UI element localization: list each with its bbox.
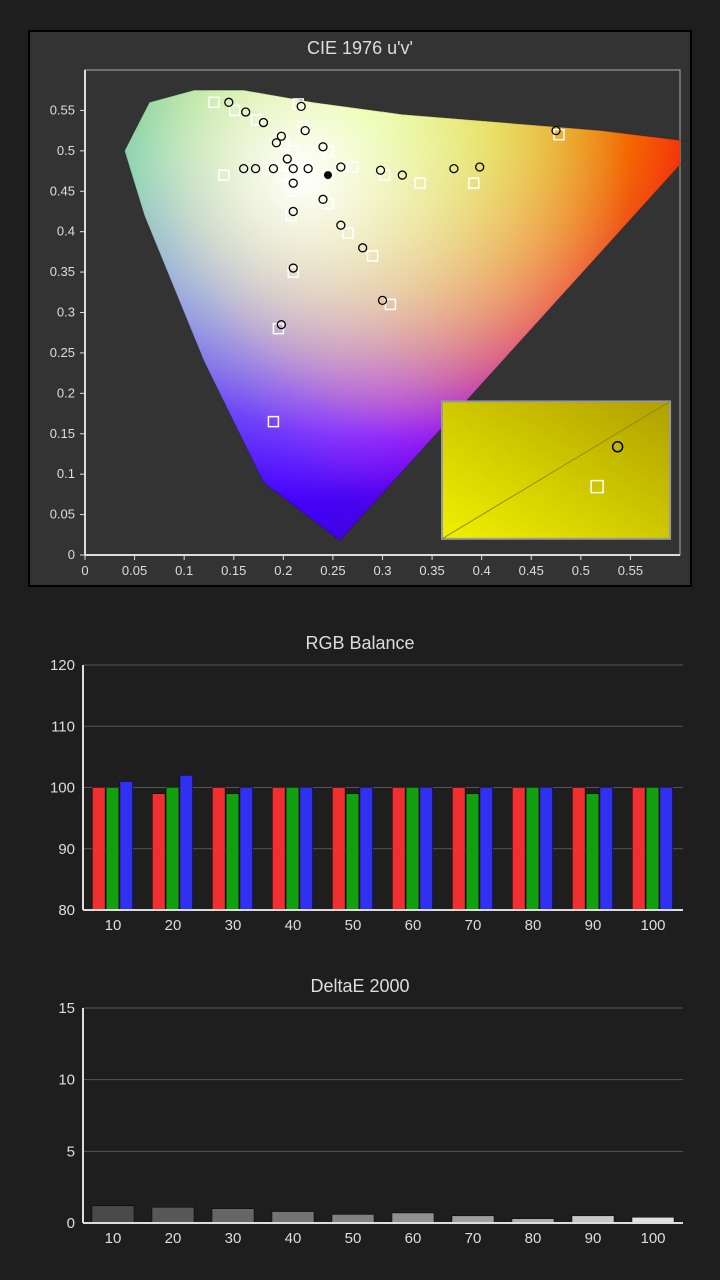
svg-text:70: 70 bbox=[465, 917, 482, 934]
svg-text:0.35: 0.35 bbox=[50, 264, 75, 279]
svg-text:0.05: 0.05 bbox=[50, 507, 75, 522]
svg-text:100: 100 bbox=[640, 1230, 665, 1247]
svg-text:120: 120 bbox=[50, 660, 75, 674]
svg-text:0: 0 bbox=[68, 547, 75, 562]
svg-text:30: 30 bbox=[225, 917, 242, 934]
svg-text:0.5: 0.5 bbox=[57, 143, 75, 158]
svg-text:100: 100 bbox=[50, 780, 75, 797]
svg-text:10: 10 bbox=[58, 1072, 75, 1089]
cie-title: CIE 1976 u'v' bbox=[30, 32, 690, 65]
svg-text:60: 60 bbox=[405, 917, 422, 934]
svg-text:0.35: 0.35 bbox=[419, 563, 444, 578]
svg-text:0.15: 0.15 bbox=[50, 426, 75, 441]
svg-text:0.2: 0.2 bbox=[57, 385, 75, 400]
rgb-panel: RGB Balance 8090100110120102030405060708… bbox=[28, 627, 692, 940]
svg-text:70: 70 bbox=[465, 1230, 482, 1247]
svg-text:0: 0 bbox=[81, 563, 88, 578]
svg-text:0.3: 0.3 bbox=[373, 563, 391, 578]
svg-text:0.4: 0.4 bbox=[57, 224, 75, 239]
svg-text:0.5: 0.5 bbox=[572, 563, 590, 578]
cie-chart: 0 0.05 0.1 0.15 0.2 0.25 0.3 0.35 0.4 0.45 0.5 0.55… bbox=[30, 65, 690, 585]
svg-text:0.25: 0.25 bbox=[50, 345, 75, 360]
svg-text:0.1: 0.1 bbox=[175, 563, 193, 578]
deltae-chart: 0 5 10 15 10 20 30 40 50 60 70 80 90 100 bbox=[28, 1003, 688, 1253]
svg-text:0.3: 0.3 bbox=[57, 305, 75, 320]
deltae-panel: DeltaE 2000 0 5 10 15 10 20 30 40 50 60 70 80 90 100 bbox=[28, 970, 692, 1253]
rgb-title: RGB Balance bbox=[28, 627, 692, 660]
svg-text:0.55: 0.55 bbox=[50, 102, 75, 117]
svg-text:80: 80 bbox=[525, 917, 542, 934]
svg-text:0: 0 bbox=[67, 1215, 75, 1232]
svg-text:0.45: 0.45 bbox=[50, 183, 75, 198]
cie-panel: CIE 1976 u'v' 0 0.05 0.1 0.15 0.2 0.25 0.3 0.35… bbox=[28, 30, 692, 587]
deltae-title: DeltaE 2000 bbox=[28, 970, 692, 1003]
svg-text:90: 90 bbox=[585, 917, 602, 934]
svg-text:10: 10 bbox=[105, 917, 122, 934]
svg-text:20: 20 bbox=[165, 917, 182, 934]
svg-text:40: 40 bbox=[285, 1230, 302, 1247]
svg-text:60: 60 bbox=[405, 1230, 422, 1247]
svg-text:5: 5 bbox=[67, 1143, 75, 1160]
svg-text:90: 90 bbox=[585, 1230, 602, 1247]
svg-text:0.55: 0.55 bbox=[618, 563, 643, 578]
svg-text:50: 50 bbox=[345, 1230, 362, 1247]
svg-text:50: 50 bbox=[345, 917, 362, 934]
svg-text:80: 80 bbox=[525, 1230, 542, 1247]
svg-text:0.45: 0.45 bbox=[519, 563, 544, 578]
svg-text:0.1: 0.1 bbox=[57, 466, 75, 481]
rgb-chart: 80 90 100 110 120 10 20 30 40 50 60 70 80 90 100 bbox=[28, 660, 688, 940]
svg-text:80: 80 bbox=[58, 902, 75, 919]
svg-text:0.15: 0.15 bbox=[221, 563, 246, 578]
svg-text:0.25: 0.25 bbox=[320, 563, 345, 578]
svg-text:20: 20 bbox=[165, 1230, 182, 1247]
svg-text:0.05: 0.05 bbox=[122, 563, 147, 578]
svg-text:10: 10 bbox=[105, 1230, 122, 1247]
svg-text:40: 40 bbox=[285, 917, 302, 934]
svg-text:90: 90 bbox=[58, 841, 75, 858]
svg-text:0.4: 0.4 bbox=[473, 563, 491, 578]
svg-text:0.2: 0.2 bbox=[274, 563, 292, 578]
svg-text:100: 100 bbox=[640, 917, 665, 934]
svg-text:30: 30 bbox=[225, 1230, 242, 1247]
svg-text:110: 110 bbox=[51, 718, 75, 735]
svg-text:15: 15 bbox=[58, 1003, 75, 1017]
